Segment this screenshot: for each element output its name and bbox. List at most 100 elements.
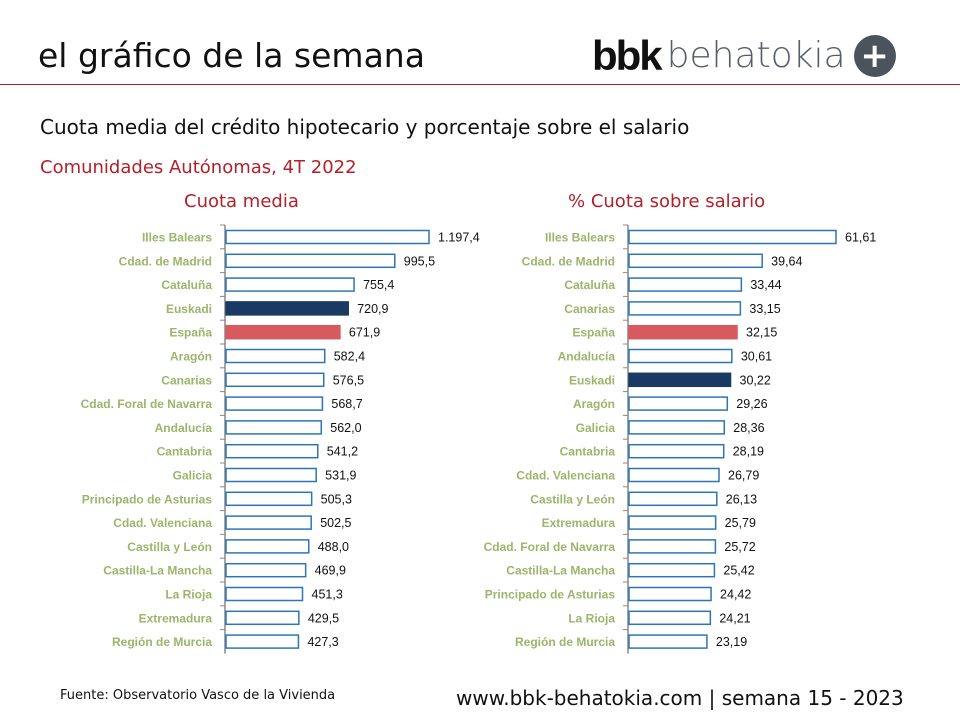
bar (628, 515, 717, 530)
bar (225, 443, 319, 459)
value-label: 28,19 (733, 445, 764, 459)
bar (628, 372, 732, 388)
value-label: 33,15 (749, 302, 780, 316)
divider (0, 84, 960, 85)
category-label: Andalucía (155, 421, 213, 435)
category-label: España (169, 326, 212, 340)
bar (225, 229, 430, 245)
category-label: Castilla y León (530, 492, 615, 506)
value-label: 488,0 (318, 540, 349, 554)
bar (225, 467, 317, 483)
bar (225, 610, 300, 626)
logo-behatokia: behatokia (666, 35, 846, 76)
category-label: Euskadi (166, 302, 212, 316)
category-label: Cantabria (157, 445, 213, 459)
bar (628, 562, 716, 578)
category-label: Canarias (161, 373, 212, 387)
value-label: 29,26 (736, 397, 767, 411)
value-label: 469,9 (315, 564, 346, 578)
value-label: 24,42 (720, 588, 751, 602)
value-label: 995,5 (404, 254, 435, 268)
chart-0: Illes Balears 1.197,4 Cdad. de Madrid 995,5… (81, 224, 480, 654)
category-label: Cdad. de Madrid (119, 254, 212, 268)
category-label: Principado de Asturias (82, 492, 213, 506)
category-label: España (572, 326, 615, 340)
category-label: Principado de Asturias (485, 588, 616, 602)
value-label: 531,9 (325, 469, 356, 483)
value-label: 26,13 (726, 492, 757, 506)
plus-icon: + (853, 35, 896, 77)
bar (225, 562, 307, 578)
category-label: Extremadura (542, 516, 616, 530)
chart-1: Illes Balears 61,61 Cdad. de Madrid 39,64 Ca… (484, 224, 876, 654)
bar (225, 372, 325, 388)
category-label: Extremadura (139, 611, 213, 625)
bar (225, 539, 310, 554)
value-label: 30,61 (741, 350, 772, 364)
category-label: Aragón (573, 397, 615, 411)
bar (628, 348, 733, 364)
category-label: Euskadi (569, 373, 615, 387)
logo-bbk: bbk (592, 32, 663, 79)
bar (225, 396, 324, 411)
bar (628, 253, 763, 269)
chart-title-cuota: Cuota media (184, 191, 299, 212)
bar (225, 586, 304, 602)
category-label: Cdad. Foral de Navarra (81, 397, 213, 411)
bar (628, 443, 725, 459)
chart-subtitle: Cuota media del crédito hipotecario y po… (40, 115, 690, 139)
category-label: Cataluña (161, 278, 212, 292)
value-label: 26,79 (728, 469, 759, 483)
bar (628, 491, 718, 507)
value-label: 28,36 (733, 421, 764, 435)
category-label: Castilla-La Mancha (103, 564, 212, 578)
value-label: 30,22 (740, 373, 771, 387)
category-label: La Rioja (165, 588, 212, 602)
value-label: 505,3 (321, 492, 352, 506)
value-label: 32,15 (746, 326, 777, 340)
bar (225, 301, 349, 316)
category-label: Illes Balears (545, 231, 615, 245)
bar (628, 229, 837, 245)
bar (225, 420, 323, 435)
category-label: Cdad. Valenciana (113, 516, 212, 530)
category-label: Galicia (173, 469, 213, 483)
bar (225, 324, 341, 340)
category-label: Castilla y León (127, 540, 212, 554)
bar (225, 491, 313, 507)
bar (225, 253, 396, 269)
bar (628, 634, 708, 649)
footer-url: www.bbk-behatokia.com | semana 15 - 2023 (456, 686, 904, 710)
bar (628, 610, 712, 626)
chart-title-porcentaje: % Cuota sobre salario (568, 191, 766, 212)
category-label: La Rioja (568, 611, 615, 625)
value-label: 562,0 (330, 421, 361, 435)
category-label: Canarias (564, 302, 615, 316)
footer-source: Fuente: Observatorio Vasco de la Viviend… (60, 688, 336, 703)
bar (628, 396, 729, 411)
bar (628, 277, 743, 292)
value-label: 427,3 (307, 635, 338, 649)
chart-subtitle-2: Comunidades Autónomas, 4T 2022 (40, 157, 357, 178)
category-label: Cataluña (564, 278, 615, 292)
value-label: 755,4 (363, 278, 394, 292)
category-label: Galicia (576, 421, 616, 435)
bar (628, 586, 712, 602)
value-label: 25,72 (724, 540, 755, 554)
bar (628, 301, 742, 316)
value-label: 720,9 (357, 302, 388, 316)
value-label: 541,2 (327, 445, 358, 459)
value-label: 671,9 (349, 326, 380, 340)
logo: bbk behatokia + (592, 34, 896, 78)
page-title: el gráfico de la semana (38, 36, 425, 75)
value-label: 451,3 (312, 588, 343, 602)
value-label: 582,4 (334, 350, 365, 364)
value-label: 576,5 (333, 373, 364, 387)
value-label: 1.197,4 (438, 231, 480, 245)
category-label: Illes Balears (142, 231, 212, 245)
value-label: 502,5 (320, 516, 351, 530)
bar (225, 348, 326, 364)
bar (628, 539, 717, 554)
